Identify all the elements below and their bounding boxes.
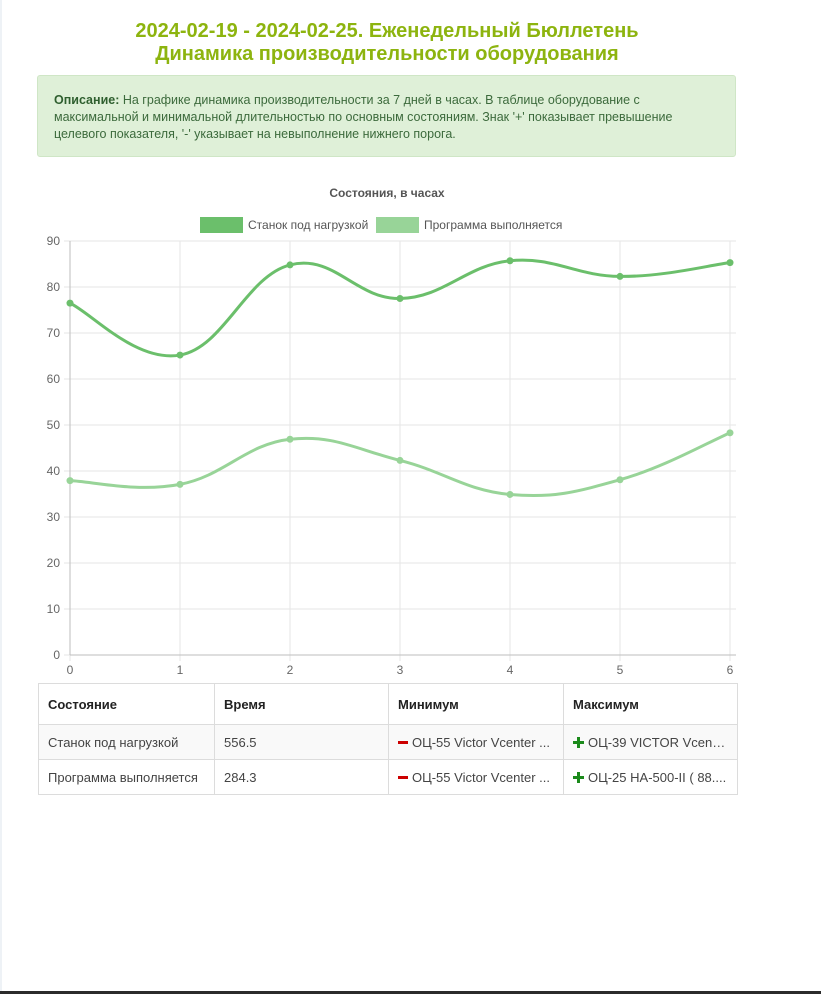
table-row: Станок под нагрузкой 556.5 ОЦ-55 Victor … [38, 724, 738, 760]
chart-title: Состояния, в часах [329, 186, 445, 200]
legend-swatch [200, 217, 243, 233]
col-header-max: Максимум [563, 683, 738, 725]
description-text: На графике динамика производительности з… [54, 93, 673, 141]
cell-min: ОЦ-55 Victor Vcenter ... [388, 759, 564, 795]
cell-time: 556.5 [214, 724, 389, 760]
data-point [506, 490, 514, 498]
col-header-state: Состояние [38, 683, 215, 725]
y-tick-label: 60 [47, 372, 61, 386]
col-header-min: Минимум [388, 683, 564, 725]
y-tick-label: 70 [47, 326, 61, 340]
data-point [176, 480, 184, 488]
data-point [616, 272, 624, 280]
y-tick-label: 30 [47, 510, 61, 524]
line-chart: Состояния, в часах Станок под нагрузкой Пр… [47, 186, 736, 677]
data-point [286, 261, 294, 269]
page-title: 2024-02-19 - 2024-02-25. Еженедельный Бю… [38, 20, 736, 66]
x-tick-label: 0 [67, 663, 74, 677]
chart-container: Состояния, в часах Станок под нагрузкой Пр… [0, 170, 821, 680]
cell-state: Программа выполняется [38, 759, 215, 795]
cell-max: ОЦ-25 НА-500-II ( 88.... [563, 759, 738, 795]
x-tick-label: 6 [727, 663, 734, 677]
y-tick-label: 0 [53, 648, 60, 662]
y-tick-label: 40 [47, 464, 61, 478]
legend-label: Программа выполняется [424, 218, 562, 232]
plus-icon [573, 771, 584, 783]
data-point [726, 259, 734, 267]
y-tick-label: 50 [47, 418, 61, 432]
table-header-row: Состояние Время Минимум Максимум [38, 683, 738, 725]
y-tick-label: 90 [47, 234, 61, 248]
title-line-subject: Динамика производительности оборудования [155, 43, 619, 65]
window-bottom-edge [0, 991, 821, 994]
window-left-edge [0, 0, 2, 994]
cell-min: ОЦ-55 Victor Vcenter ... [388, 724, 564, 760]
x-tick-label: 2 [287, 663, 294, 677]
data-point [396, 295, 404, 302]
y-tick-label: 20 [47, 556, 61, 570]
legend-swatch [376, 217, 419, 233]
title-line-dates: 2024-02-19 - 2024-02-25. Еженедельный Бю… [135, 20, 639, 42]
cell-max-text: ОЦ-25 НА-500-II ( 88.... [588, 769, 727, 785]
data-point [726, 429, 734, 437]
data-point [66, 477, 74, 485]
x-tick-label: 4 [507, 663, 514, 677]
data-point [286, 435, 294, 443]
cell-min-text: ОЦ-55 Victor Vcenter ... [412, 769, 550, 785]
data-point [506, 257, 514, 265]
description-box: Описание: На графике динамика производит… [37, 75, 736, 157]
y-tick-label: 10 [47, 602, 61, 616]
x-tick-label: 5 [617, 663, 624, 677]
minus-icon [398, 740, 408, 744]
description-label: Описание: [54, 93, 120, 107]
legend-label: Станок под нагрузкой [248, 218, 368, 232]
cell-time: 284.3 [214, 759, 389, 795]
x-tick-label: 1 [177, 663, 184, 677]
cell-state: Станок под нагрузкой [38, 724, 215, 760]
cell-min-text: ОЦ-55 Victor Vcenter ... [412, 734, 550, 750]
minus-icon [398, 775, 408, 779]
y-tick-label: 80 [47, 280, 61, 294]
plus-icon [573, 736, 584, 748]
cell-max-text: ОЦ-39 VICTOR Vcente... [588, 734, 734, 750]
data-point [176, 351, 184, 359]
cell-max: ОЦ-39 VICTOR Vcente... [563, 724, 738, 760]
table-row: Программа выполняется 284.3 ОЦ-55 Victor… [38, 759, 738, 795]
data-point [616, 476, 624, 484]
data-point [396, 456, 404, 464]
data-point [66, 299, 74, 307]
states-table: Состояние Время Минимум Максимум Станок … [38, 683, 738, 795]
x-tick-label: 3 [397, 663, 404, 677]
col-header-time: Время [214, 683, 389, 725]
